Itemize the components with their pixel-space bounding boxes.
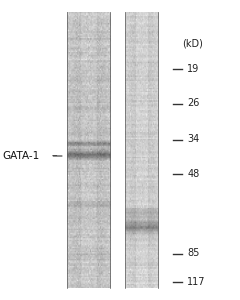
Text: 19: 19 (187, 64, 199, 74)
Text: 26: 26 (187, 98, 200, 109)
Text: 34: 34 (187, 134, 199, 145)
Text: 85: 85 (187, 248, 200, 259)
Text: --: -- (52, 152, 58, 160)
Text: (kD): (kD) (182, 38, 203, 49)
Text: 117: 117 (187, 277, 206, 287)
Text: 48: 48 (187, 169, 199, 179)
Text: GATA-1: GATA-1 (2, 151, 40, 161)
